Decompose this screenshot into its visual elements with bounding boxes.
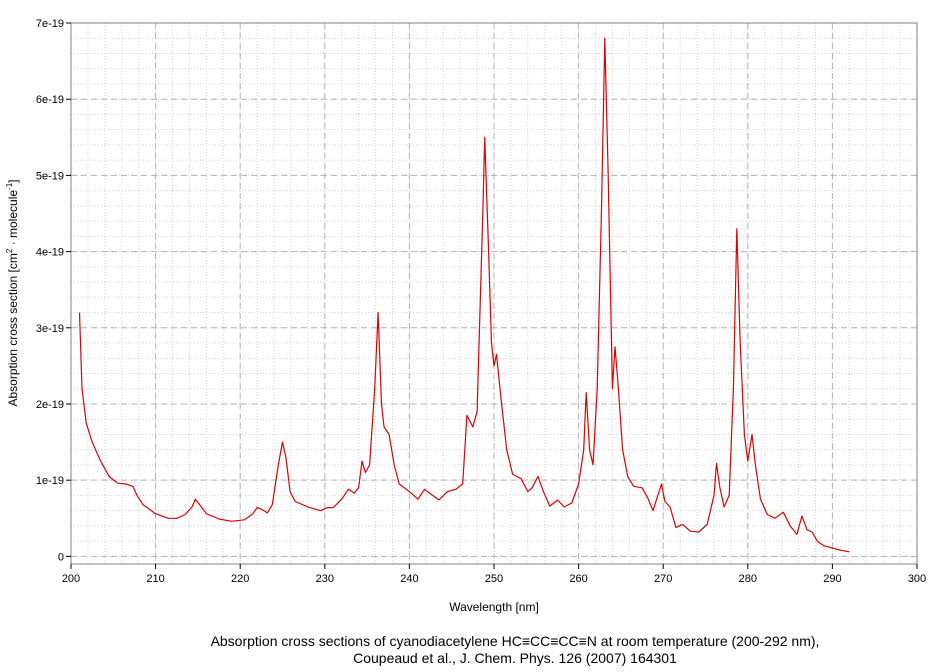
y-tick-label: 0 (58, 551, 64, 563)
y-tick-label: 7e-19 (36, 18, 64, 30)
y-tick-label: 6e-19 (36, 94, 64, 106)
x-tick-label: 220 (231, 573, 249, 585)
grid (70, 22, 918, 564)
axis-ticks: 200 210 220 230 240 250 260 270 280 290 300 0 1e-19 2… (36, 18, 926, 585)
x-tick-label: 250 (485, 573, 503, 585)
x-tick-label: 300 (908, 573, 926, 585)
x-tick-label: 240 (400, 573, 418, 585)
x-tick-label: 200 (62, 573, 80, 585)
y-axis-title-middle: · molecule (6, 190, 20, 249)
y-axis-title-sup2: -1 (5, 182, 14, 190)
y-tick-label: 5e-19 (36, 170, 64, 182)
x-tick-label: 230 (316, 573, 334, 585)
y-axis-title: Absorption cross section [cm2 · molecule… (5, 179, 20, 406)
y-tick-label: 4e-19 (36, 247, 64, 259)
x-tick-label: 270 (654, 573, 672, 585)
x-tick-label: 260 (569, 573, 587, 585)
series (78, 37, 850, 553)
y-tick-label: 1e-19 (36, 475, 64, 487)
series-line (78, 37, 850, 553)
x-tick-label: 290 (823, 573, 841, 585)
y-tick-label: 2e-19 (36, 399, 64, 411)
y-axis-title-suffix: ] (6, 179, 20, 182)
x-tick-label: 280 (739, 573, 757, 585)
y-axis-title-prefix: Absorption cross section [cm (6, 253, 20, 406)
y-axis-title-sup1: 2 (5, 248, 14, 253)
x-tick-label: 210 (146, 573, 164, 585)
caption-line-1: Absorption cross sections of cyanodiacet… (210, 633, 820, 649)
x-axis-title: Wavelength [nm] (449, 600, 539, 614)
y-tick-label: 3e-19 (36, 323, 64, 335)
caption-line-2: Coupeaud et al., J. Chem. Phys. 126 (200… (353, 650, 677, 666)
